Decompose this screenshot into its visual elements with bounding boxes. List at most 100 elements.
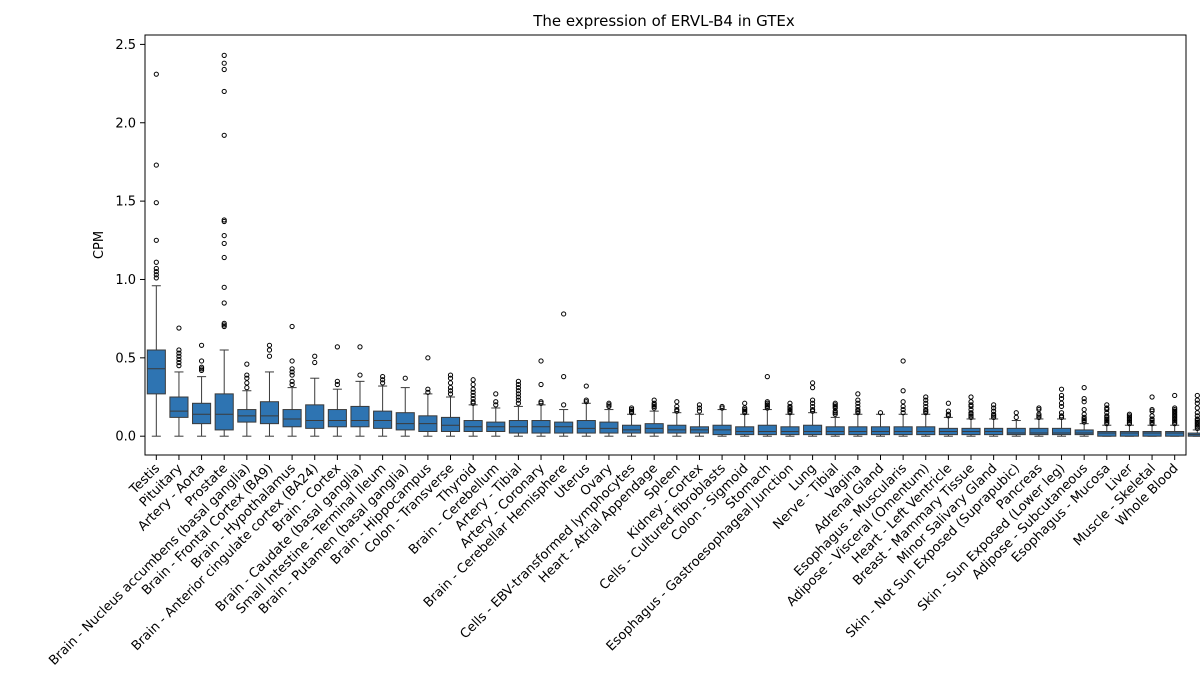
outlier-point	[380, 374, 386, 380]
box-group	[1165, 392, 1185, 437]
outlier-point	[447, 388, 454, 394]
box	[214, 393, 234, 431]
outlier-point	[968, 414, 974, 420]
outlier-point	[832, 400, 838, 406]
outlier-point	[1036, 411, 1042, 417]
outlier-point	[1058, 414, 1065, 420]
y-axis: 0.0 0.5 1.0 1.5 2.0 2.5	[115, 38, 145, 445]
outlier-point	[787, 406, 793, 413]
outlier-point	[493, 391, 499, 397]
box-group	[916, 394, 936, 437]
outlier-point	[1104, 417, 1110, 424]
outlier-point	[787, 405, 793, 411]
outlier-point	[923, 408, 929, 414]
box	[440, 416, 461, 432]
outlier-point	[1058, 395, 1065, 402]
outlier-point	[425, 389, 431, 395]
outlier-point	[515, 391, 522, 397]
outlier-point	[266, 353, 273, 359]
outlier-point	[447, 372, 454, 378]
box-group	[984, 402, 1004, 437]
box	[259, 401, 280, 425]
outlier-point	[968, 410, 974, 416]
outlier-point	[1194, 416, 1200, 422]
box-group	[644, 397, 664, 437]
outlier-point	[176, 356, 182, 363]
outlier-point	[176, 359, 182, 366]
outlier-point	[515, 388, 522, 394]
outlier-point	[153, 272, 159, 278]
box	[1029, 427, 1049, 436]
outlier-point	[289, 366, 295, 372]
box	[463, 420, 483, 432]
outlier-point	[1149, 417, 1155, 424]
outlier-point	[1104, 405, 1110, 411]
outlier-point	[674, 406, 680, 413]
outlier-point	[493, 399, 499, 405]
outlier-point	[628, 405, 635, 411]
box	[146, 349, 166, 395]
box-group	[327, 344, 347, 437]
outlier-point	[1058, 403, 1065, 410]
outlier-point	[515, 381, 522, 388]
outlier-point	[991, 414, 997, 420]
outlier-point	[1081, 395, 1087, 402]
outlier-point	[198, 367, 205, 373]
outlier-point	[244, 385, 250, 391]
outlier-point	[1104, 416, 1110, 422]
box-group	[870, 410, 891, 437]
outlier-point	[1149, 421, 1155, 427]
outlier-point	[923, 394, 929, 400]
outlier-point	[742, 400, 748, 406]
outlier-point	[923, 403, 929, 410]
outlier-point	[809, 385, 816, 391]
outlier-point	[900, 358, 906, 364]
outlier-point	[832, 405, 838, 411]
outlier-point	[447, 385, 454, 391]
outlier-point	[153, 265, 159, 272]
outlier-point	[1172, 392, 1178, 399]
outlier-point	[221, 232, 227, 239]
outlier-point	[470, 386, 476, 392]
box-group	[440, 372, 461, 437]
box	[780, 426, 800, 436]
box	[622, 424, 642, 434]
box-group	[848, 391, 868, 437]
outlier-point	[1104, 414, 1110, 420]
outlier-point	[628, 408, 635, 414]
outlier-point	[991, 408, 997, 414]
outlier-point	[470, 395, 476, 402]
outlier-point	[1149, 419, 1155, 425]
outlier-point	[470, 400, 476, 406]
outlier-point	[1036, 406, 1042, 413]
outlier-point	[198, 342, 205, 348]
outlier-point	[221, 66, 227, 73]
outlier-point	[809, 380, 816, 386]
outlier-point	[1126, 421, 1133, 427]
outlier-point	[764, 400, 770, 406]
box	[599, 421, 619, 434]
box-group	[1029, 405, 1049, 437]
outlier-point	[968, 411, 974, 417]
outlier-point	[198, 364, 205, 370]
outlier-point	[1172, 419, 1178, 425]
box	[395, 412, 415, 431]
outlier-point	[945, 413, 951, 419]
y-tick-label: 1.0	[115, 273, 136, 288]
box-group	[373, 374, 393, 437]
box	[1142, 430, 1162, 437]
outlier-point	[1126, 419, 1133, 425]
box-group	[214, 52, 234, 437]
box-group	[1119, 411, 1139, 437]
outlier-point	[900, 410, 906, 416]
outlier-point	[221, 52, 227, 58]
outlier-point	[991, 413, 997, 419]
outlier-point	[1058, 392, 1065, 399]
outlier-point	[515, 400, 522, 406]
box	[1119, 430, 1139, 437]
outlier-point	[855, 391, 861, 397]
outlier-point	[176, 363, 182, 369]
outlier-point	[787, 403, 793, 410]
